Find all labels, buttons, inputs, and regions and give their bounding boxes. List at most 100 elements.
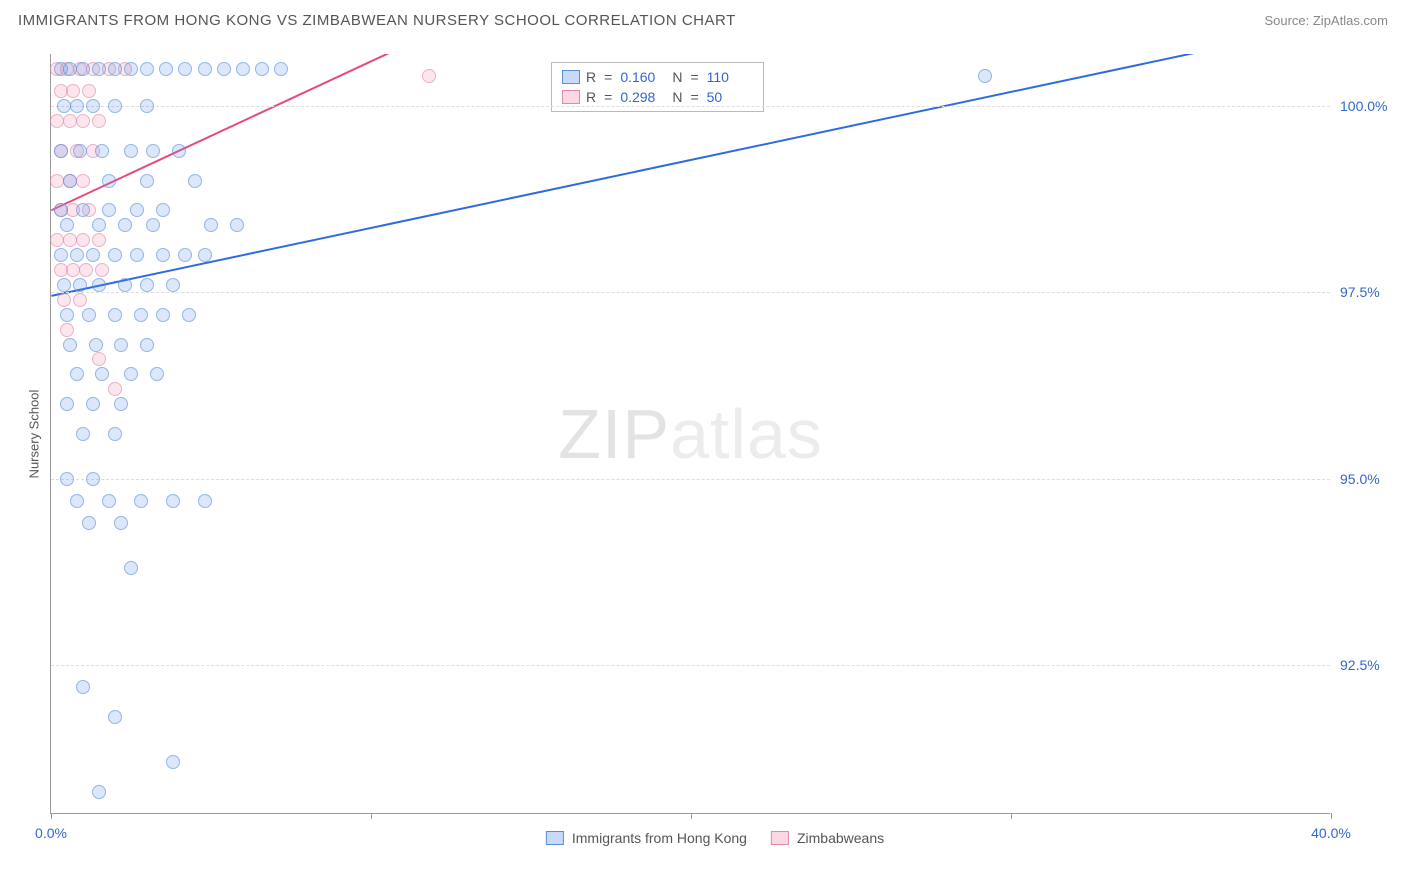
data-point: [54, 144, 68, 158]
chart-title: IMMIGRANTS FROM HONG KONG VS ZIMBABWEAN …: [18, 12, 736, 29]
data-point: [70, 99, 84, 113]
legend-eq: =: [690, 89, 698, 105]
y-tick-label: 97.5%: [1340, 284, 1400, 300]
data-point: [124, 62, 138, 76]
data-point: [82, 84, 96, 98]
legend-n-label: N: [672, 89, 682, 105]
gridline: [51, 292, 1330, 293]
data-point: [108, 308, 122, 322]
data-point: [166, 494, 180, 508]
legend-r-value: 0.160: [620, 69, 666, 85]
data-point: [130, 248, 144, 262]
data-point: [82, 516, 96, 530]
data-point: [108, 710, 122, 724]
legend-swatch: [771, 831, 789, 845]
regression-lines: [51, 54, 1330, 813]
series-legend-item: Zimbabweans: [771, 830, 884, 846]
series-name: Immigrants from Hong Kong: [572, 830, 747, 846]
gridline: [51, 106, 1330, 107]
data-point: [54, 203, 68, 217]
plot-region: ZIPatlas R=0.160N=110R=0.298N=50 92.5%95…: [50, 54, 1330, 814]
data-point: [86, 397, 100, 411]
data-point: [82, 308, 96, 322]
legend-stat-row: R=0.160N=110: [562, 67, 753, 87]
gridline: [51, 479, 1330, 480]
stats-legend-box: R=0.160N=110R=0.298N=50: [551, 62, 764, 112]
data-point: [166, 755, 180, 769]
watermark: ZIPatlas: [558, 394, 823, 474]
data-point: [95, 367, 109, 381]
data-point: [255, 62, 269, 76]
data-point: [92, 114, 106, 128]
legend-r-value: 0.298: [620, 89, 666, 105]
x-tick-mark: [51, 813, 52, 819]
data-point: [204, 218, 218, 232]
data-point: [73, 293, 87, 307]
data-point: [76, 233, 90, 247]
data-point: [79, 263, 93, 277]
data-point: [130, 203, 144, 217]
data-point: [92, 218, 106, 232]
data-point: [86, 99, 100, 113]
data-point: [63, 338, 77, 352]
x-tick-label: 40.0%: [1311, 825, 1351, 841]
data-point: [114, 338, 128, 352]
data-point: [76, 62, 90, 76]
watermark-zip: ZIP: [558, 395, 670, 473]
series-legend: Immigrants from Hong Kong Zimbabweans: [546, 830, 884, 846]
data-point: [978, 69, 992, 83]
y-tick-label: 95.0%: [1340, 471, 1400, 487]
data-point: [60, 218, 74, 232]
chart-area: Nursery School ZIPatlas R=0.160N=110R=0.…: [50, 54, 1380, 814]
data-point: [146, 144, 160, 158]
data-point: [156, 203, 170, 217]
data-point: [178, 248, 192, 262]
data-point: [172, 144, 186, 158]
data-point: [60, 308, 74, 322]
data-point: [57, 293, 71, 307]
data-point: [274, 62, 288, 76]
data-point: [86, 248, 100, 262]
data-point: [198, 248, 212, 262]
legend-n-label: N: [672, 69, 682, 85]
gridline: [51, 665, 1330, 666]
x-tick-mark: [1331, 813, 1332, 819]
y-tick-label: 92.5%: [1340, 657, 1400, 673]
data-point: [118, 218, 132, 232]
y-tick-label: 100.0%: [1340, 98, 1400, 114]
legend-r-label: R: [586, 69, 596, 85]
data-point: [134, 308, 148, 322]
data-point: [118, 278, 132, 292]
x-tick-mark: [371, 813, 372, 819]
series-name: Zimbabweans: [797, 830, 884, 846]
source-name: ZipAtlas.com: [1313, 13, 1388, 28]
data-point: [188, 174, 202, 188]
legend-swatch: [562, 70, 580, 84]
x-tick-label: 0.0%: [35, 825, 67, 841]
data-point: [108, 382, 122, 396]
data-point: [182, 308, 196, 322]
data-point: [76, 114, 90, 128]
x-tick-mark: [691, 813, 692, 819]
data-point: [140, 278, 154, 292]
legend-n-value: 110: [707, 69, 753, 85]
data-point: [102, 494, 116, 508]
y-axis-label: Nursery School: [27, 390, 42, 479]
data-point: [60, 397, 74, 411]
data-point: [422, 69, 436, 83]
legend-stat-row: R=0.298N=50: [562, 87, 753, 107]
legend-eq: =: [690, 69, 698, 85]
data-point: [114, 516, 128, 530]
data-point: [92, 785, 106, 799]
data-point: [86, 472, 100, 486]
data-point: [217, 62, 231, 76]
data-point: [108, 427, 122, 441]
data-point: [102, 174, 116, 188]
source-prefix: Source:: [1264, 13, 1312, 28]
data-point: [76, 203, 90, 217]
data-point: [73, 144, 87, 158]
data-point: [70, 367, 84, 381]
data-point: [230, 218, 244, 232]
watermark-atlas: atlas: [670, 395, 823, 473]
data-point: [70, 494, 84, 508]
